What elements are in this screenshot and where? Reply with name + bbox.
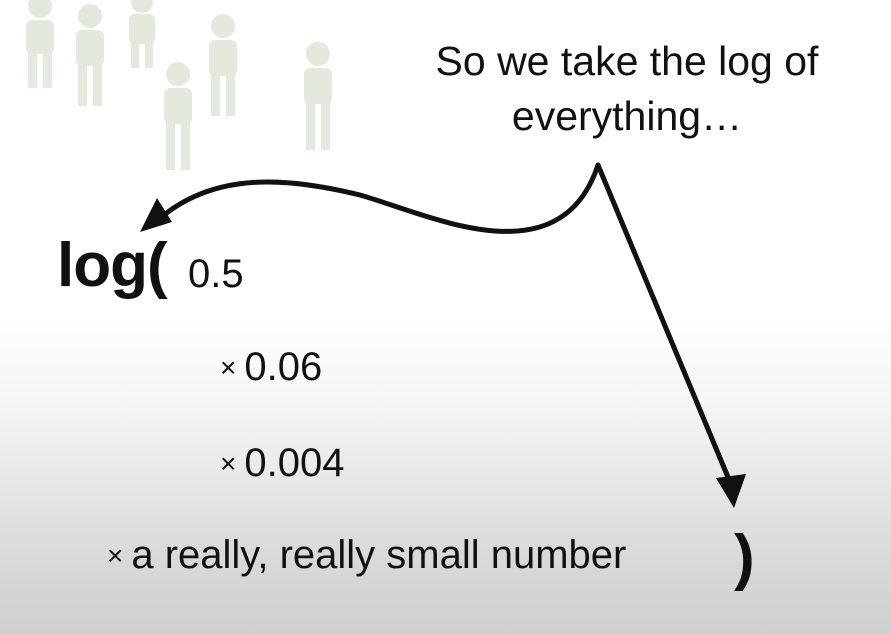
person-silhouette-icon xyxy=(304,42,332,150)
multiply-sign: × xyxy=(220,352,237,383)
person-silhouette-icon xyxy=(209,14,237,116)
term-row: × a really, really small number xyxy=(107,530,626,584)
person-silhouette-icon xyxy=(76,4,104,106)
person-silhouette-icon xyxy=(129,0,155,68)
term-value: 0.06 xyxy=(244,345,323,389)
straight-arrow-icon xyxy=(595,162,746,508)
closing-parenthesis: ) xyxy=(734,523,755,592)
first-term-value: 0.5 xyxy=(188,252,244,296)
caption-line-1: So we take the log of xyxy=(435,38,819,84)
caption-line-2: everything… xyxy=(511,93,743,139)
first-term: 0.5 xyxy=(188,249,244,299)
log-function-label: log( xyxy=(57,231,168,300)
background-silhouettes xyxy=(26,0,332,170)
term-row: × 0.004 xyxy=(220,438,344,492)
term-row: × 0.06 xyxy=(220,342,322,396)
person-silhouette-icon xyxy=(26,0,54,88)
term-value: a really, really small number xyxy=(131,533,627,577)
term-value: 0.004 xyxy=(244,441,345,485)
caption-text: So we take the log of everything… xyxy=(388,34,866,144)
multiply-sign: × xyxy=(220,448,237,479)
curved-arrow-icon xyxy=(140,162,601,234)
multiply-sign: × xyxy=(107,540,124,571)
person-silhouette-icon xyxy=(164,62,192,170)
